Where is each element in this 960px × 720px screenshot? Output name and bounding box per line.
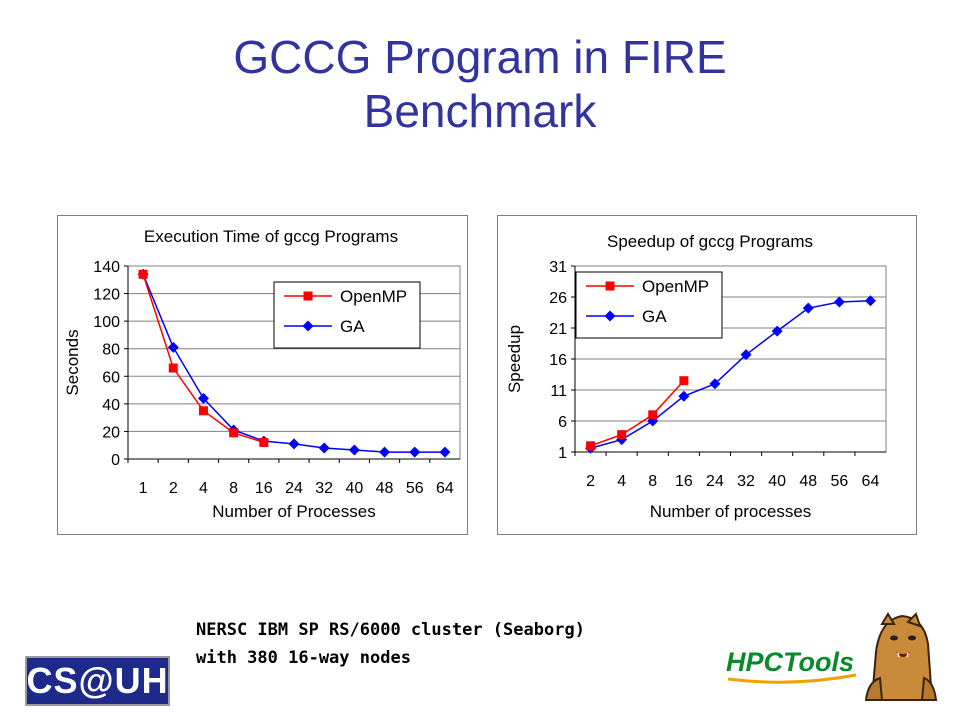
y-tick-label: 100 <box>93 314 120 331</box>
x-tick-label: 4 <box>199 480 208 497</box>
x-axis-label: Number of Processes <box>212 502 375 521</box>
y-tick-label: 31 <box>549 259 567 276</box>
data-point-ga <box>167 341 179 353</box>
slide-title: GCCG Program in FIRE Benchmark <box>0 30 960 138</box>
legend-box <box>273 281 421 349</box>
title-line-1: GCCG Program in FIRE <box>233 31 727 83</box>
caption-line-1: NERSC IBM SP RS/6000 cluster (Seaborg) <box>196 620 585 640</box>
x-tick-label: 40 <box>345 480 363 497</box>
y-axis-label: Speedup <box>505 325 524 393</box>
data-point-ga <box>288 438 300 450</box>
execution-time-chart: Execution Time of gccg Programs 0 20 40 60 80… <box>57 215 468 535</box>
legend-marker-ga <box>604 310 616 322</box>
data-point-ga <box>348 444 360 456</box>
x-tick-label: 48 <box>376 480 394 497</box>
chart-title: Speedup of gccg Programs <box>607 232 813 251</box>
x-tick-label: 56 <box>406 480 424 497</box>
legend-label-openmp: OpenMP <box>642 277 709 296</box>
x-tick-label: 32 <box>315 480 333 497</box>
data-point-ga <box>678 390 690 402</box>
x-tick-label: 4 <box>617 473 626 490</box>
legend-label-ga: GA <box>642 307 667 326</box>
x-tick-label: 64 <box>862 473 880 490</box>
y-tick-label: 26 <box>549 290 567 307</box>
cs-uh-logo: CS@UH <box>25 656 170 706</box>
x-tick-label: 48 <box>799 473 817 490</box>
x-tick-label: 8 <box>229 480 238 497</box>
data-point-ga <box>802 302 814 314</box>
caption-line-2: with 380 16-way nodes <box>196 648 411 668</box>
chart-title: Execution Time of gccg Programs <box>144 227 398 246</box>
x-tick-label: 2 <box>586 473 595 490</box>
data-point-openmp <box>259 437 269 447</box>
data-point-openmp <box>168 363 178 373</box>
data-point-ga <box>864 295 876 307</box>
data-point-openmp <box>679 376 689 386</box>
hpctools-swoosh <box>727 673 857 684</box>
y-tick-label: 0 <box>111 452 120 469</box>
data-point-openmp <box>229 428 239 438</box>
data-point-ga <box>771 325 783 337</box>
x-tick-label: 16 <box>255 480 273 497</box>
y-tick-label: 120 <box>93 287 120 304</box>
machine-caption: NERSC IBM SP RS/6000 cluster (Seaborg) w… <box>196 616 585 672</box>
cougar-mascot-icon <box>864 612 938 701</box>
x-tick-label: 1 <box>139 480 148 497</box>
x-tick-label: 24 <box>706 473 724 490</box>
y-tick-label: 11 <box>550 383 567 400</box>
data-point-ga <box>740 349 752 361</box>
data-point-ga <box>833 296 845 308</box>
x-tick-label: 2 <box>169 480 178 497</box>
hpctools-logo-text: HPCTools <box>726 647 854 677</box>
legend-marker-ga <box>302 320 314 332</box>
series-line-openmp <box>142 274 265 444</box>
series-line-openmp <box>590 380 685 447</box>
data-point-ga <box>197 392 209 404</box>
y-tick-label: 40 <box>102 397 120 414</box>
data-point-openmp <box>138 269 148 279</box>
y-tick-label: 1 <box>558 445 567 462</box>
legend-marker-openmp <box>605 281 615 291</box>
y-tick-label: 20 <box>102 424 120 441</box>
data-point-ga <box>379 446 391 458</box>
y-tick-label: 16 <box>549 352 567 369</box>
x-axis-label: Number of processes <box>650 502 812 521</box>
x-tick-label: 40 <box>768 473 786 490</box>
data-point-openmp <box>648 410 658 420</box>
legend-marker-openmp <box>303 291 313 301</box>
speedup-chart: Speedup of gccg Programs 1 6 11 16 21 26 31 2 4 8 1… <box>497 215 917 535</box>
legend-label-openmp: OpenMP <box>340 287 407 306</box>
title-line-2: Benchmark <box>363 85 597 137</box>
x-tick-label: 8 <box>648 473 657 490</box>
series-line-ga <box>590 299 871 450</box>
data-point-ga <box>439 446 451 458</box>
x-tick-label: 56 <box>830 473 848 490</box>
y-axis-label: Seconds <box>63 329 82 395</box>
data-point-openmp <box>586 441 596 451</box>
y-tick-label: 60 <box>102 369 120 386</box>
legend-label-ga: GA <box>340 317 365 336</box>
data-point-openmp <box>198 406 208 416</box>
y-tick-label: 6 <box>558 414 567 431</box>
y-tick-label: 80 <box>102 342 120 359</box>
hpctools-logo: HPCTools <box>726 647 857 684</box>
y-tick-label: 21 <box>549 321 567 338</box>
cs-uh-logo-text: CS@UH <box>26 660 169 701</box>
x-tick-label: 64 <box>436 480 454 497</box>
execution-time-chart-svg: Execution Time of gccg Programs 0 20 40 60 80… <box>63 227 461 521</box>
data-point-ga <box>409 446 421 458</box>
data-point-openmp <box>617 430 627 440</box>
data-point-ga <box>709 378 721 390</box>
data-point-ga <box>318 442 330 454</box>
x-tick-label: 24 <box>285 480 303 497</box>
y-tick-label: 140 <box>93 259 120 276</box>
x-tick-label: 32 <box>737 473 755 490</box>
legend-box <box>575 271 723 339</box>
x-tick-label: 16 <box>675 473 693 490</box>
